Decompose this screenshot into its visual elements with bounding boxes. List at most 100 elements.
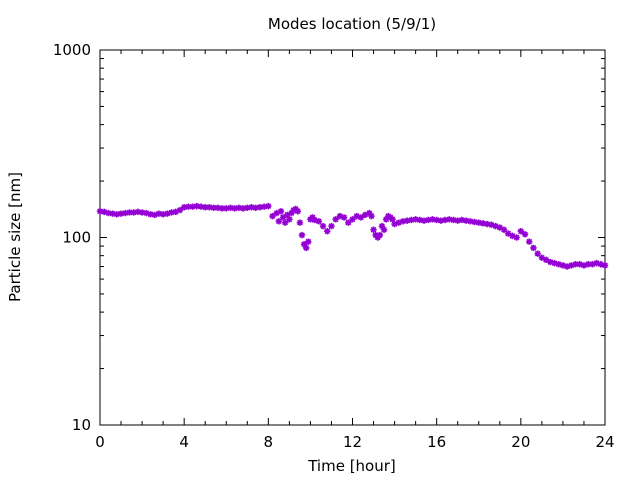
data-point (450, 216, 457, 224)
data-point (284, 211, 291, 219)
data-point (300, 241, 308, 248)
data-point (462, 217, 470, 224)
data-point (416, 216, 424, 224)
data-point (130, 209, 137, 216)
data-point (324, 228, 331, 235)
data-point (408, 216, 415, 224)
data-point (353, 212, 360, 220)
data-point (206, 204, 213, 211)
data-point (551, 259, 558, 267)
data-point (433, 216, 440, 224)
data-point (513, 234, 520, 241)
plot-frame (99, 49, 606, 426)
data-point (231, 205, 238, 212)
y-tick-label: 10 (72, 416, 91, 434)
x-tick-label: 12 (343, 433, 362, 451)
data-point (412, 216, 419, 223)
data-point (252, 204, 259, 212)
data-point (260, 203, 268, 210)
data-point (559, 262, 567, 269)
data-point (542, 256, 550, 264)
data-point (368, 212, 375, 220)
data-point (294, 208, 301, 215)
data-point (288, 209, 295, 217)
data-point (265, 202, 272, 210)
data-point (309, 214, 316, 221)
data-point (113, 211, 121, 218)
data-point (159, 211, 167, 218)
data-point (109, 210, 116, 217)
data-point (244, 204, 251, 212)
data-point (214, 204, 222, 212)
data-point (305, 238, 312, 245)
data-point (168, 209, 175, 216)
data-point (483, 220, 491, 228)
data-point (275, 218, 283, 225)
data-point (197, 203, 205, 210)
x-tick-label: 20 (511, 433, 530, 451)
axis-tick-labels: 0 4 8 12 16 20 24 10 100 1000 (53, 41, 615, 451)
data-point (126, 209, 133, 216)
data-point (227, 204, 234, 212)
data-point (597, 261, 604, 268)
data-point (395, 219, 402, 226)
data-point (505, 230, 512, 237)
data-point (210, 204, 217, 212)
data-point (281, 219, 289, 226)
y-axis-label: Particle size [nm] (6, 172, 24, 302)
data-point (538, 254, 546, 261)
data-point (376, 231, 384, 239)
data-point (202, 204, 209, 211)
data-point (256, 204, 264, 211)
data-point (454, 217, 461, 224)
data-point (96, 208, 104, 215)
x-tick-label: 8 (264, 433, 274, 451)
data-point (517, 228, 525, 235)
data-point (580, 262, 588, 269)
data-point (349, 216, 356, 223)
x-tick-label: 24 (595, 433, 614, 451)
data-point (425, 216, 432, 224)
data-point (593, 259, 600, 267)
data-point (471, 218, 478, 226)
data-point (446, 216, 453, 223)
data-point (235, 204, 243, 212)
data-point (340, 214, 348, 221)
data-point (429, 216, 436, 223)
data-point (382, 216, 390, 223)
data-point (420, 217, 428, 224)
data-point (357, 214, 365, 221)
data-point (117, 210, 125, 217)
data-point (155, 210, 163, 217)
data-point (122, 209, 129, 217)
data-point (437, 217, 445, 224)
data-point (193, 202, 200, 210)
data-point (601, 262, 609, 269)
data-point (164, 210, 171, 217)
data-point (143, 209, 150, 217)
data-point (286, 216, 293, 223)
data-point (328, 222, 335, 230)
data-point (530, 244, 537, 252)
data-point (332, 216, 339, 223)
data-point (176, 206, 184, 214)
data-point (380, 226, 388, 233)
x-tick-label: 16 (427, 433, 446, 451)
data-point (389, 216, 396, 223)
data-point (404, 217, 411, 224)
data-point (500, 226, 508, 233)
data-point (180, 204, 188, 211)
data-point (399, 218, 407, 225)
data-point (185, 203, 192, 210)
data-point (572, 261, 579, 268)
data-point (223, 205, 230, 212)
data-point (563, 263, 571, 270)
data-point (296, 219, 304, 226)
data-point (475, 219, 482, 226)
axis-ticks (99, 49, 606, 426)
data-point (391, 220, 398, 228)
data-point (279, 214, 287, 221)
data-point (147, 211, 154, 218)
data-point (315, 218, 323, 225)
